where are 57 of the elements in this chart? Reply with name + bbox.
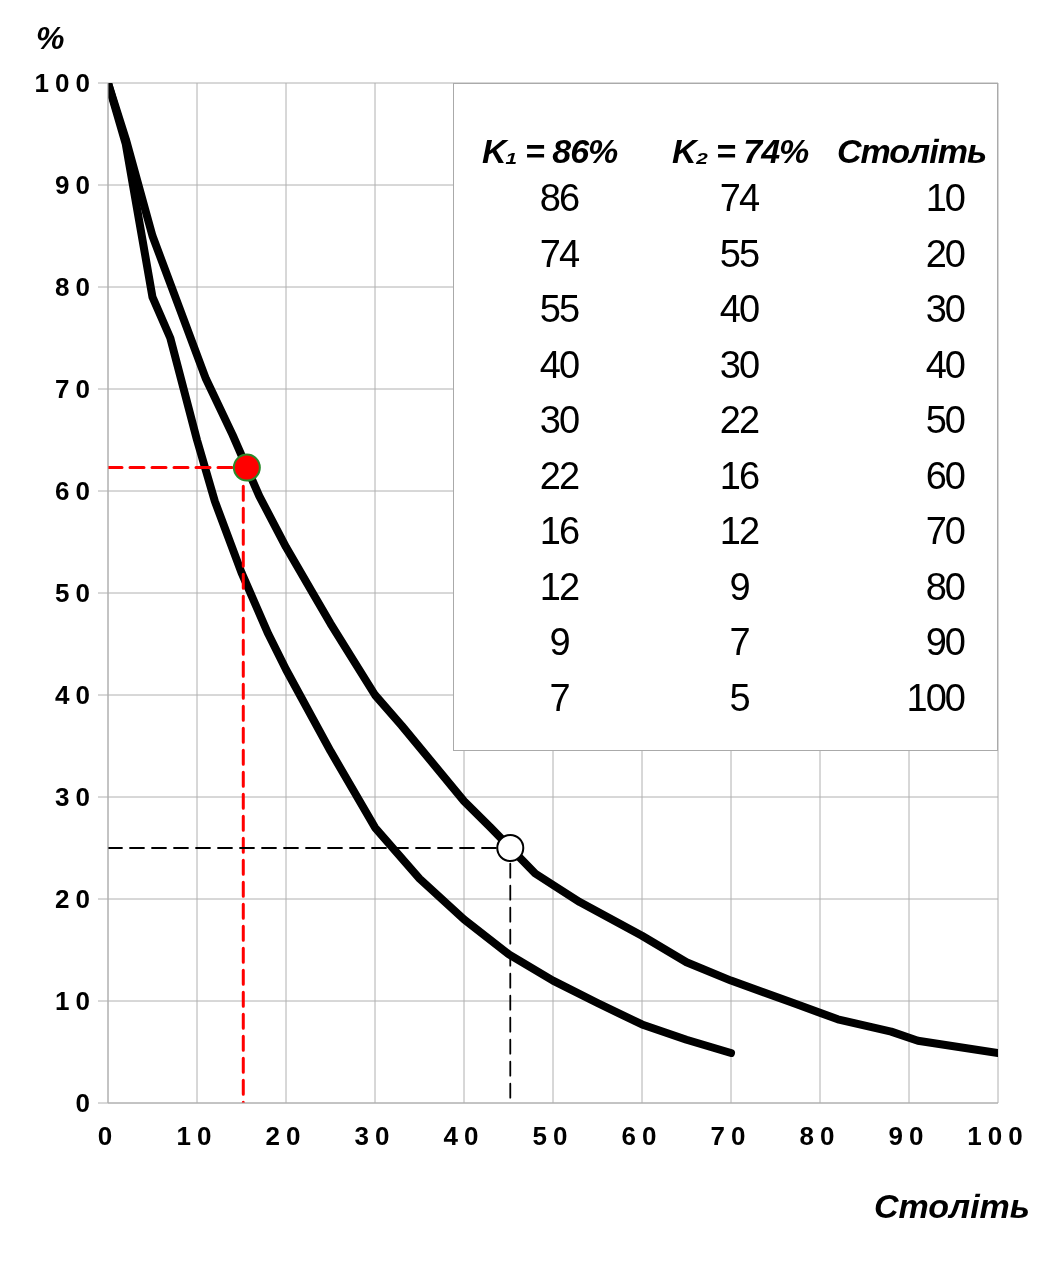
annotation: 7 (548, 676, 570, 720)
annotation: 12 (538, 565, 580, 609)
x-tick-label: 90 (888, 1121, 930, 1152)
annotation: 86 (538, 177, 580, 221)
annotation: 22 (538, 454, 580, 498)
annotation: 22 (718, 399, 760, 443)
annotation: 10 (924, 177, 964, 221)
annotation: 30 (538, 399, 580, 443)
y-tick-label: 40 (55, 680, 96, 711)
annotation: 74 (538, 232, 580, 276)
y-tick-label: 80 (55, 272, 96, 303)
annotation: 50 (924, 399, 964, 443)
annotation: 74 (718, 177, 760, 221)
annotation: 55 (718, 232, 760, 276)
annotation: K₂ = 74% (672, 132, 810, 171)
y-tick-label: 10 (55, 986, 96, 1017)
annotation: 12 (718, 510, 760, 554)
x-tick-label: 100 (967, 1121, 1029, 1152)
annotation: 40 (924, 343, 964, 387)
y-tick-label: 30 (55, 782, 96, 813)
x-tick-label: 40 (443, 1121, 485, 1152)
x-tick-label: 70 (710, 1121, 752, 1152)
y-tick-label: 50 (55, 578, 96, 609)
x-axis-title: Століть (873, 1187, 1030, 1226)
x-tick-label: 20 (265, 1121, 307, 1152)
annotation: 9 (728, 565, 750, 609)
x-tick-label: 30 (354, 1121, 396, 1152)
annotation: 30 (924, 288, 964, 332)
x-tick-label: 60 (621, 1121, 663, 1152)
annotation: 9 (548, 621, 570, 665)
annotation: 70 (924, 510, 964, 554)
y-tick-label: 0 (75, 1088, 96, 1119)
annotation: 40 (718, 288, 760, 332)
y-tick-label: 20 (55, 884, 96, 915)
y-axis-title: % (36, 20, 65, 57)
annotation: 40 (538, 343, 580, 387)
annotation: 100 (905, 676, 964, 720)
annotation: Століть (837, 132, 988, 171)
annotation: 30 (718, 343, 760, 387)
annotation: 16 (538, 510, 580, 554)
annotation: 80 (924, 565, 964, 609)
annotation: 16 (718, 454, 760, 498)
annotation: 55 (538, 288, 580, 332)
y-tick-label: 60 (55, 476, 96, 507)
y-tick-label: 70 (55, 374, 96, 405)
y-tick-label: 90 (55, 170, 96, 201)
x-tick-label: 10 (176, 1121, 218, 1152)
y-tick-label: 100 (34, 68, 96, 99)
annotation: 5 (728, 676, 750, 720)
annotation: 7 (728, 621, 750, 665)
x-tick-label: 80 (799, 1121, 841, 1152)
annotation: 20 (924, 232, 964, 276)
annotation: 60 (924, 454, 964, 498)
x-tick-label: 0 (97, 1121, 119, 1152)
annotation: K₁ = 86% (482, 132, 619, 171)
annotation: 90 (924, 621, 964, 665)
x-tick-label: 50 (532, 1121, 574, 1152)
